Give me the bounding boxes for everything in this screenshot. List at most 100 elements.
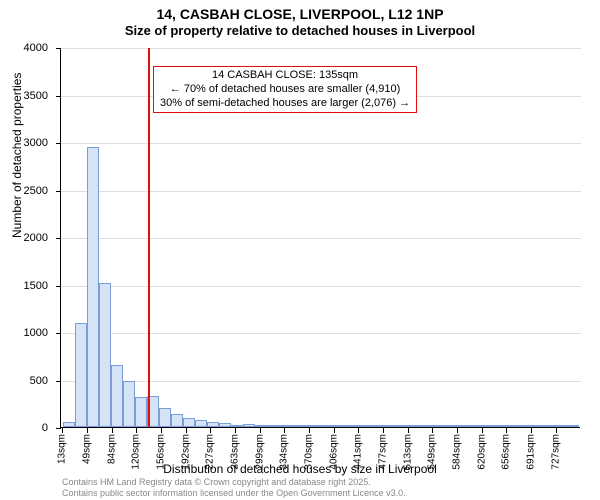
histogram-bar (231, 425, 243, 427)
x-tick-mark (408, 428, 409, 433)
x-tick-mark (62, 428, 63, 433)
histogram-bar (267, 425, 279, 427)
histogram-bar (519, 425, 531, 427)
x-tick-mark (506, 428, 507, 433)
y-tick-mark (56, 428, 61, 429)
y-tick-mark (56, 96, 61, 97)
x-tick-mark (432, 428, 433, 433)
gridline (61, 48, 581, 49)
histogram-bar (531, 425, 543, 427)
y-tick-label: 0 (0, 422, 48, 434)
y-tick-mark (56, 48, 61, 49)
gridline (61, 286, 581, 287)
y-tick-label: 3500 (0, 90, 48, 102)
histogram-bar (327, 425, 339, 427)
histogram-bar (411, 425, 423, 427)
histogram-bar (123, 381, 135, 427)
histogram-bar (63, 422, 75, 427)
histogram-bar (495, 425, 507, 427)
marker-line (148, 48, 150, 427)
x-tick-mark (136, 428, 137, 433)
histogram-bar (75, 323, 87, 428)
x-tick-mark (235, 428, 236, 433)
y-tick-mark (56, 333, 61, 334)
y-tick-mark (56, 381, 61, 382)
histogram-bar (99, 283, 111, 427)
x-tick-mark (334, 428, 335, 433)
y-tick-mark (56, 143, 61, 144)
y-tick-label: 3000 (0, 137, 48, 149)
histogram-bar (111, 365, 123, 427)
x-tick-mark (87, 428, 88, 433)
y-tick-label: 500 (0, 375, 48, 387)
histogram-bar (435, 425, 447, 427)
x-tick-mark (186, 428, 187, 433)
y-tick-label: 2500 (0, 185, 48, 197)
annotation-line: 30% of semi-detached houses are larger (… (160, 97, 410, 111)
page-title: 14, CASBAH CLOSE, LIVERPOOL, L12 1NP (0, 6, 600, 22)
histogram-bar (195, 420, 207, 427)
footer-line: Contains public sector information licen… (62, 488, 406, 498)
plot-area: 14 CASBAH CLOSE: 135sqm← 70% of detached… (60, 48, 580, 428)
x-axis-label: Distribution of detached houses by size … (0, 462, 600, 476)
gridline (61, 143, 581, 144)
x-tick-label: 13sqm (57, 434, 68, 464)
y-tick-mark (56, 191, 61, 192)
x-tick-mark (531, 428, 532, 433)
histogram-bar (87, 147, 99, 427)
x-tick-mark (161, 428, 162, 433)
annotation-line: ← 70% of detached houses are smaller (4,… (160, 83, 410, 97)
histogram-bar (159, 408, 171, 427)
x-tick-mark (284, 428, 285, 433)
y-tick-mark (56, 286, 61, 287)
y-tick-label: 2000 (0, 232, 48, 244)
y-tick-mark (56, 238, 61, 239)
histogram-bar (207, 422, 219, 427)
annotation-box: 14 CASBAH CLOSE: 135sqm← 70% of detached… (153, 66, 417, 113)
attribution-footer: Contains HM Land Registry data © Crown c… (62, 477, 406, 498)
chart-area: 05001000150020002500300035004000 14 CASB… (60, 48, 580, 428)
gridline (61, 333, 581, 334)
x-tick-mark (260, 428, 261, 433)
histogram-bar (279, 425, 291, 427)
histogram-bar (555, 425, 567, 427)
x-tick-label: 49sqm (82, 434, 93, 464)
page-subtitle: Size of property relative to detached ho… (0, 23, 600, 38)
histogram-bar (567, 425, 579, 427)
histogram-bar (243, 424, 255, 427)
x-tick-mark (556, 428, 557, 433)
y-tick-label: 4000 (0, 42, 48, 54)
histogram-bar (339, 425, 351, 427)
annotation-line: 14 CASBAH CLOSE: 135sqm (160, 69, 410, 83)
histogram-bar (483, 425, 495, 427)
histogram-bar (459, 425, 471, 427)
histogram-bar (387, 425, 399, 427)
histogram-bar (471, 425, 483, 427)
histogram-bar (543, 425, 555, 427)
histogram-bar (399, 425, 411, 427)
y-tick-label: 1500 (0, 280, 48, 292)
x-tick-mark (482, 428, 483, 433)
y-tick-label: 1000 (0, 327, 48, 339)
gridline (61, 191, 581, 192)
histogram-bar (363, 425, 375, 427)
histogram-bar (171, 414, 183, 427)
x-tick-label: 84sqm (107, 434, 118, 464)
footer-line: Contains HM Land Registry data © Crown c… (62, 477, 406, 487)
histogram-bar (375, 425, 387, 427)
x-tick-mark (383, 428, 384, 433)
histogram-bar (255, 425, 267, 427)
gridline (61, 238, 581, 239)
histogram-bar (303, 425, 315, 427)
x-tick-mark (112, 428, 113, 433)
gridline (61, 381, 581, 382)
histogram-bar (219, 423, 231, 427)
x-tick-mark (457, 428, 458, 433)
histogram-bar (447, 425, 459, 427)
x-tick-mark (358, 428, 359, 433)
histogram-bar (183, 418, 195, 427)
histogram-bar (135, 397, 147, 427)
histogram-bar (291, 425, 303, 427)
histogram-bar (423, 425, 435, 427)
x-tick-mark (210, 428, 211, 433)
